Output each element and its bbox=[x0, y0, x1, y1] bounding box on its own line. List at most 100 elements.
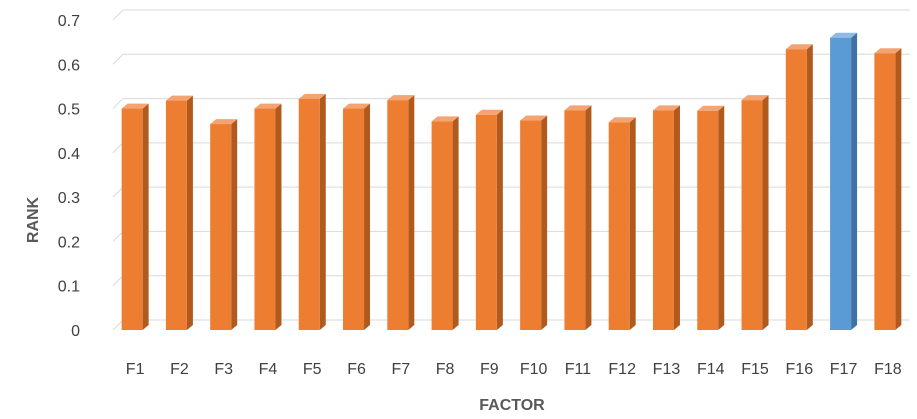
bar-F18 bbox=[874, 48, 902, 330]
x-tick-label: F5 bbox=[303, 361, 322, 378]
bar-side bbox=[364, 103, 371, 330]
bar-front bbox=[830, 37, 852, 330]
bar-front bbox=[254, 108, 276, 330]
bar-top bbox=[652, 105, 680, 111]
bar-F10 bbox=[520, 115, 548, 331]
bar-side bbox=[806, 44, 813, 330]
bar-side bbox=[231, 119, 238, 330]
y-tick-label: 0.1 bbox=[58, 279, 80, 296]
x-tick-label: F18 bbox=[874, 361, 902, 378]
bar-side bbox=[496, 109, 503, 331]
x-tick-label: F1 bbox=[126, 361, 145, 378]
bar-top bbox=[697, 105, 725, 111]
x-tick-label: F3 bbox=[214, 361, 233, 378]
bar-front bbox=[121, 108, 143, 330]
x-tick-label: F4 bbox=[259, 361, 278, 378]
bar-front bbox=[298, 98, 320, 330]
bar-side bbox=[319, 93, 326, 330]
bar-top bbox=[298, 93, 326, 99]
x-tick-label: F11 bbox=[565, 361, 591, 378]
bar-F14 bbox=[697, 105, 725, 331]
bars bbox=[121, 32, 902, 331]
bar-F15 bbox=[741, 95, 769, 331]
bar-top bbox=[830, 32, 858, 38]
bar-front bbox=[874, 53, 896, 330]
x-tick-label: F10 bbox=[520, 361, 548, 378]
bar-front bbox=[343, 108, 365, 330]
bar-top bbox=[608, 117, 636, 123]
bar-top bbox=[121, 103, 149, 109]
bar-side bbox=[673, 105, 680, 330]
bar-F6 bbox=[343, 103, 371, 330]
bar-F5 bbox=[298, 93, 326, 330]
x-tick-label: F17 bbox=[830, 361, 858, 378]
gridline bbox=[112, 142, 910, 154]
bar-F16 bbox=[785, 44, 813, 330]
bar-F12 bbox=[608, 117, 636, 330]
bar-top bbox=[520, 115, 548, 121]
bar-top bbox=[387, 95, 415, 101]
bar-front bbox=[475, 114, 497, 331]
x-tick-label: F15 bbox=[741, 361, 769, 378]
bar-F17 bbox=[830, 32, 858, 330]
bar-front bbox=[741, 100, 763, 331]
bar-front bbox=[564, 110, 586, 330]
x-axis-title: FACTOR bbox=[479, 397, 545, 414]
bar-top bbox=[210, 119, 238, 125]
bar-side bbox=[629, 117, 636, 330]
y-tick-label: 0.2 bbox=[58, 234, 80, 251]
x-tick-label: F9 bbox=[480, 361, 499, 378]
x-tick-label: F16 bbox=[786, 361, 814, 378]
bar-top bbox=[254, 103, 282, 109]
bar-F13 bbox=[652, 105, 680, 330]
y-tick-label: 0.5 bbox=[58, 102, 80, 119]
bar-side bbox=[762, 95, 769, 331]
x-tick-label: F8 bbox=[436, 361, 455, 378]
bar-front bbox=[652, 110, 674, 330]
bar-side bbox=[186, 95, 193, 330]
bar-front bbox=[520, 120, 542, 331]
bar-top bbox=[343, 103, 371, 109]
bar-top bbox=[165, 95, 193, 101]
x-tick-label: F2 bbox=[170, 361, 189, 378]
bar-F9 bbox=[475, 109, 503, 331]
bar-F4 bbox=[254, 103, 282, 330]
y-tick-labels: 0 0.1 0.2 0.3 0.4 0.5 0.6 0.7 bbox=[58, 13, 80, 340]
bar-front bbox=[210, 124, 232, 330]
gridline bbox=[112, 98, 910, 109]
x-tick-label: F14 bbox=[697, 361, 725, 378]
bar-side bbox=[718, 105, 725, 331]
bar-F1 bbox=[121, 103, 149, 330]
bar-front bbox=[431, 121, 453, 331]
bar-side bbox=[585, 105, 592, 330]
bar-front bbox=[697, 110, 719, 331]
bar-side bbox=[452, 116, 459, 331]
y-tick-label: 0.3 bbox=[58, 190, 80, 207]
bar-front bbox=[608, 122, 630, 330]
bar-front bbox=[165, 100, 187, 330]
y-tick-label: 0 bbox=[71, 323, 80, 340]
bar-F2 bbox=[165, 95, 193, 330]
y-tick-label: 0.6 bbox=[58, 57, 80, 74]
bar-side bbox=[541, 115, 548, 331]
bar-side bbox=[275, 103, 282, 330]
gridline bbox=[112, 319, 910, 331]
gridline bbox=[112, 230, 910, 242]
bar-side bbox=[895, 48, 902, 330]
x-tick-label: F13 bbox=[653, 361, 681, 378]
x-tick-labels: F1 F2 F3 F4 F5 F6 F7 F8 F9 F10 F11 F12 F13 F14 F15 F16 F… bbox=[126, 361, 902, 378]
gridline bbox=[112, 53, 910, 65]
bar-top bbox=[431, 116, 459, 122]
gridline bbox=[112, 9, 910, 21]
y-tick-label: 0.7 bbox=[58, 13, 80, 30]
bar-top bbox=[785, 44, 813, 50]
gridline bbox=[112, 275, 910, 287]
bar-F8 bbox=[431, 116, 459, 331]
y-axis-title: RANK bbox=[25, 196, 42, 243]
gridlines bbox=[112, 9, 910, 331]
bar-front bbox=[387, 100, 409, 331]
bar-top bbox=[475, 109, 503, 115]
bar-top bbox=[741, 95, 769, 101]
x-tick-label: F7 bbox=[391, 361, 410, 378]
